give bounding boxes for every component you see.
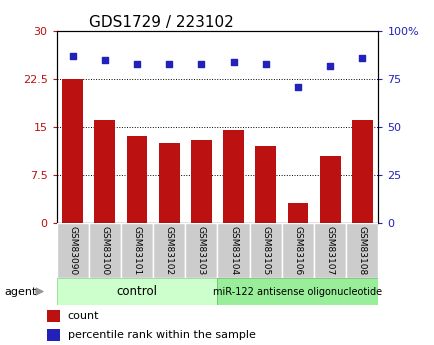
- Text: GSM83107: GSM83107: [325, 226, 334, 276]
- Bar: [223, 130, 243, 223]
- Text: GSM83090: GSM83090: [68, 226, 77, 276]
- Bar: [158, 143, 179, 223]
- Bar: [47, 329, 60, 341]
- Text: control: control: [116, 285, 157, 298]
- Point: [69, 53, 76, 59]
- Point: [358, 55, 365, 61]
- Bar: [255, 146, 276, 223]
- Text: percentile rank within the sample: percentile rank within the sample: [67, 330, 255, 340]
- Bar: [89, 223, 121, 278]
- Bar: [345, 223, 378, 278]
- Text: GSM83102: GSM83102: [164, 226, 173, 276]
- Bar: [94, 120, 115, 223]
- Bar: [126, 136, 147, 223]
- Bar: [191, 139, 211, 223]
- Bar: [313, 223, 345, 278]
- Point: [326, 63, 333, 68]
- Bar: [281, 223, 313, 278]
- Text: GSM83103: GSM83103: [197, 226, 205, 276]
- Bar: [319, 156, 340, 223]
- Bar: [56, 223, 89, 278]
- Text: GSM83105: GSM83105: [261, 226, 270, 276]
- Bar: [351, 120, 372, 223]
- Bar: [217, 223, 249, 278]
- Point: [197, 61, 204, 66]
- Text: GSM83100: GSM83100: [100, 226, 109, 276]
- Bar: [153, 223, 185, 278]
- Bar: [121, 223, 153, 278]
- Bar: [217, 278, 378, 305]
- Text: count: count: [67, 311, 99, 321]
- Bar: [185, 223, 217, 278]
- Text: GDS1729 / 223102: GDS1729 / 223102: [89, 15, 233, 30]
- Text: miR-122 antisense oligonucleotide: miR-122 antisense oligonucleotide: [213, 287, 381, 296]
- Point: [101, 57, 108, 62]
- Point: [230, 59, 237, 65]
- Bar: [47, 310, 60, 322]
- Bar: [287, 203, 308, 223]
- Bar: [249, 223, 281, 278]
- Point: [133, 61, 140, 66]
- Point: [262, 61, 269, 66]
- Bar: [56, 278, 217, 305]
- Point: [294, 84, 301, 89]
- Text: GSM83101: GSM83101: [132, 226, 141, 276]
- Text: agent: agent: [4, 287, 36, 296]
- Text: GSM83106: GSM83106: [293, 226, 302, 276]
- Bar: [62, 79, 83, 223]
- Point: [165, 61, 172, 66]
- Text: GSM83108: GSM83108: [357, 226, 366, 276]
- Text: GSM83104: GSM83104: [229, 226, 237, 276]
